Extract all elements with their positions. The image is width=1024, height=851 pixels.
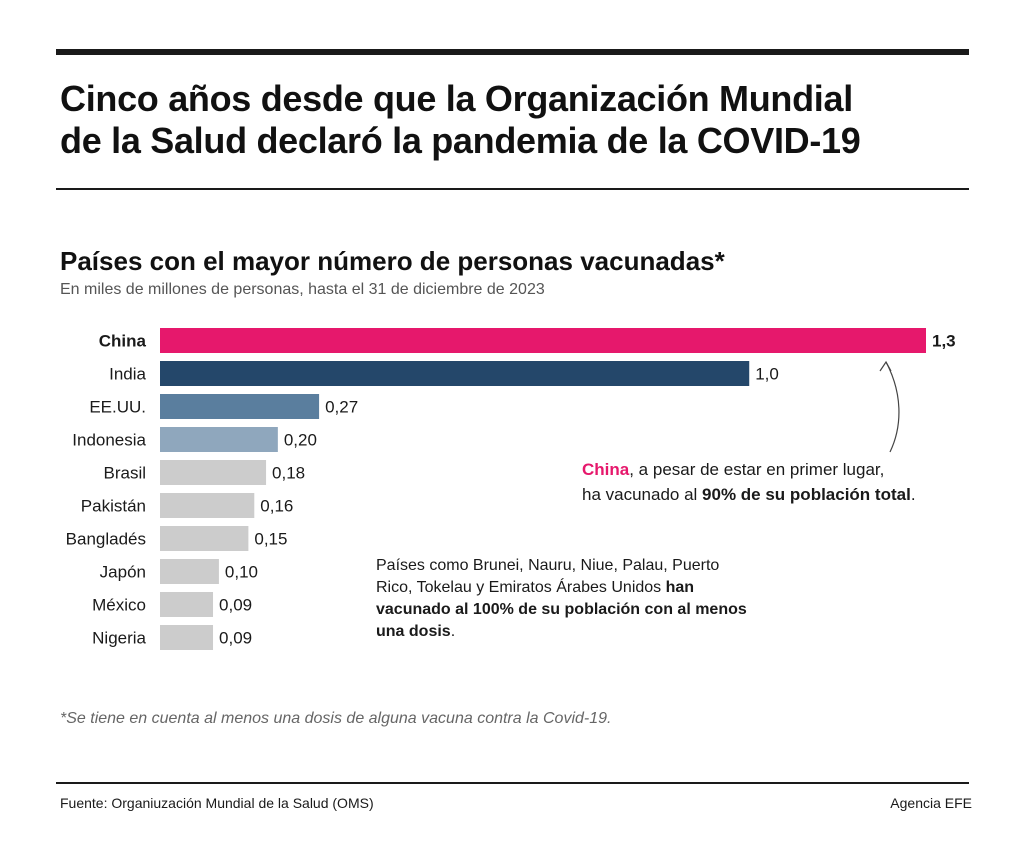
title-line-1: Cinco años desde que la Organización Mun…: [60, 78, 853, 119]
category-label-brasil: Brasil: [103, 464, 146, 483]
value-label-nigeria: 0,09: [219, 629, 252, 648]
annotation-arrow: [885, 361, 900, 453]
title-rule: [56, 188, 969, 190]
bar-china: [160, 328, 926, 353]
value-label-japon: 0,10: [225, 563, 258, 582]
value-label-brasil: 0,18: [272, 464, 305, 483]
source-text: Fuente: Organiuzación Mundial de la Salu…: [60, 795, 374, 811]
china-annotation-text-b: ha vacunado al: [582, 485, 703, 504]
bar-mexico: [160, 592, 214, 617]
category-label-banglades: Bangladés: [66, 530, 146, 549]
footer-rule: [56, 782, 969, 784]
vaccination-annotation-text-b: .: [450, 623, 456, 640]
china-annotation: China, a pesar de estar en primer lugar,…: [582, 457, 972, 507]
value-label-mexico: 0,09: [219, 596, 252, 615]
china-annotation-text-c: .: [910, 485, 916, 504]
bar-nigeria: [160, 625, 214, 650]
category-label-mexico: México: [92, 596, 146, 615]
footnote: *Se tiene en cuenta al menos una dosis d…: [60, 710, 612, 727]
value-label-banglades: 0,15: [254, 530, 287, 549]
value-label-pakistan: 0,16: [260, 497, 293, 516]
bar-ee-uu: [160, 394, 320, 419]
value-label-india: 1,0: [755, 365, 779, 384]
category-label-indonesia: Indonesia: [72, 431, 146, 450]
china-annotation-bold: 90% de su población total: [702, 485, 911, 504]
category-label-china: China: [99, 332, 147, 351]
credit-text: Agencia EFE: [890, 795, 972, 811]
chart-subtitle: En miles de millones de personas, hasta …: [60, 281, 545, 298]
bar-pakistan: [160, 493, 255, 518]
bar-india: [160, 361, 750, 386]
category-label-japon: Japón: [100, 563, 146, 582]
bar-banglades: [160, 526, 249, 551]
value-label-indonesia: 0,20: [284, 431, 317, 450]
category-label-pakistan: Pakistán: [81, 497, 146, 516]
bar-chart: China 1,3 India 1,0 EE.UU. 0,27 Indonesia 0,20 B…: [66, 328, 956, 650]
value-label-ee-uu: 0,27: [325, 398, 358, 417]
vaccination-annotation: Países como Brunei, Nauru, Niue, Palau, …: [376, 555, 756, 643]
title-line-2: de la Salud declaró la pandemia de la CO…: [60, 120, 861, 161]
bar-japon: [160, 559, 219, 584]
bar-indonesia: [160, 427, 278, 452]
top-rule: [56, 49, 969, 55]
vaccination-annotation-text-a: Países como Brunei, Nauru, Niue, Palau, …: [376, 557, 720, 596]
page-title: Cinco años desde que la Organización Mun…: [60, 78, 960, 162]
annotation-arrowhead: [879, 360, 892, 372]
category-label-nigeria: Nigeria: [92, 629, 146, 648]
china-annotation-text-a: , a pesar de estar en primer lugar,: [629, 460, 885, 479]
category-label-ee-uu: EE.UU.: [89, 398, 146, 417]
category-label-india: India: [109, 365, 146, 384]
chart-title: Países con el mayor número de personas v…: [60, 246, 725, 276]
china-annotation-highlight: China: [582, 460, 630, 479]
bar-brasil: [160, 460, 267, 485]
vaccination-annotation-bold: han vacunado al 100% de su población con…: [376, 579, 747, 640]
value-label-china: 1,3: [932, 332, 956, 351]
